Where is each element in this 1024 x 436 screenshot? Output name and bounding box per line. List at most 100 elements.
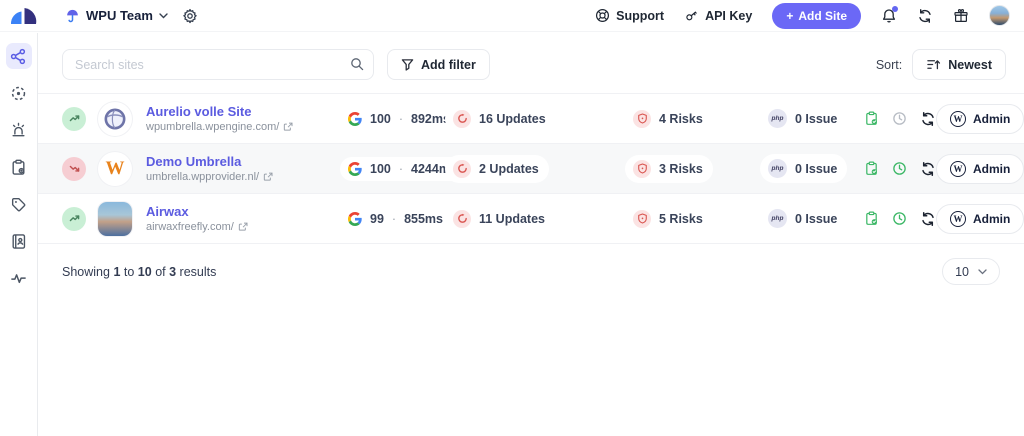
backup-clipboard-icon[interactable] — [864, 211, 879, 226]
row-actions — [864, 111, 936, 127]
sidebar-item-activity[interactable] — [6, 265, 32, 291]
lighthouse-score: 99 — [370, 211, 384, 226]
wp-admin-button[interactable]: W Admin — [936, 153, 1024, 184]
sidebar-item-sites[interactable] — [5, 43, 32, 69]
sync-site-icon[interactable] — [920, 211, 936, 227]
php-pill[interactable]: php 0 Issue — [760, 204, 848, 233]
notifications-bell-icon[interactable] — [881, 5, 898, 24]
sidebar-nav — [0, 33, 38, 436]
php-pill[interactable]: php 0 Issue — [760, 154, 848, 183]
updates-count: 2 Updates — [479, 161, 539, 176]
php-issues-count: 0 Issue — [795, 161, 838, 176]
site-url-link[interactable]: airwaxfreefly.com/ — [146, 221, 340, 233]
response-time: 892ms — [411, 111, 450, 126]
table-footer: Showing 1 to 10 of 3 results 10 — [38, 244, 1024, 285]
api-key-link[interactable]: API Key — [684, 8, 752, 23]
app-logo-icon[interactable] — [10, 7, 37, 25]
sync-site-icon[interactable] — [920, 111, 936, 127]
address-book-icon — [12, 233, 26, 249]
table-row[interactable]: Aurelio volle Site wpumbrella.wpengine.c… — [38, 94, 1024, 144]
site-name-link[interactable]: Airwax — [146, 204, 189, 219]
updates-icon — [453, 209, 471, 228]
team-name: WPU Team — [86, 8, 153, 23]
page-size-select[interactable]: 10 — [942, 258, 1000, 285]
sidebar-item-tags[interactable] — [6, 191, 32, 217]
chevron-down-icon — [159, 12, 168, 18]
sort-label: Sort: — [875, 57, 903, 72]
team-settings-gear-icon[interactable] — [182, 8, 198, 24]
clipboard-gear-icon — [12, 159, 25, 175]
php-icon: php — [768, 109, 787, 128]
risks-col: 3 Risks — [625, 154, 760, 183]
add-site-label: Add Site — [798, 8, 847, 23]
site-name-link[interactable]: Demo Umbrella — [146, 154, 242, 169]
updates-pill[interactable]: 2 Updates — [445, 154, 549, 183]
row-actions — [864, 161, 936, 177]
risks-pill[interactable]: 4 Risks — [625, 104, 713, 133]
php-pill[interactable]: php 0 Issue — [760, 104, 848, 133]
globe-icon — [104, 108, 126, 129]
wordpress-icon: W — [950, 110, 966, 127]
backup-clipboard-icon[interactable] — [864, 111, 879, 126]
sync-site-icon[interactable] — [920, 161, 936, 177]
refresh-icon[interactable] — [917, 8, 933, 24]
team-switcher[interactable]: WPU Team — [65, 8, 168, 24]
site-url-link[interactable]: wpumbrella.wpengine.com/ — [146, 121, 340, 133]
php-col: php 0 Issue — [760, 204, 855, 233]
umbrella-icon — [67, 9, 78, 22]
updates-pill[interactable]: 11 Updates — [445, 204, 556, 233]
results-summary: Showing 1 to 10 of 3 results — [62, 264, 217, 279]
risk-shield-icon — [633, 159, 651, 178]
sort-button[interactable]: Newest — [912, 49, 1006, 80]
site-url-text: airwaxfreefly.com/ — [146, 221, 234, 233]
risks-pill[interactable]: 3 Risks — [625, 154, 713, 183]
search-icon[interactable] — [350, 57, 364, 71]
sidebar-item-alerts[interactable] — [6, 117, 32, 143]
sort-newest-icon — [927, 60, 941, 70]
uptime-trend-up-icon — [62, 206, 86, 231]
siren-icon — [12, 122, 25, 136]
sort-value: Newest — [948, 57, 992, 72]
wp-admin-button[interactable]: W Admin — [936, 203, 1024, 234]
php-icon: php — [768, 159, 787, 178]
search-input[interactable] — [62, 49, 374, 80]
user-avatar[interactable] — [989, 5, 1010, 26]
admin-label: Admin — [973, 161, 1011, 176]
wordpress-icon: W — [950, 160, 966, 177]
sidebar-item-contacts[interactable] — [6, 228, 32, 254]
risk-shield-icon — [633, 109, 651, 128]
updates-count: 11 Updates — [479, 211, 546, 226]
wp-admin-button[interactable]: W Admin — [936, 103, 1024, 134]
risks-count: 3 Risks — [659, 161, 703, 176]
lighthouse-col: 99 · 855ms — [340, 206, 454, 231]
key-icon — [686, 11, 697, 21]
history-clock-icon[interactable] — [892, 111, 907, 126]
lighthouse-col: 100 · 4244ms — [340, 156, 467, 181]
api-key-label: API Key — [705, 8, 753, 23]
add-site-button[interactable]: + Add Site — [772, 2, 861, 29]
total-number: 3 — [169, 264, 177, 279]
lighthouse-pill[interactable]: 100 · 892ms — [340, 106, 460, 131]
sidebar-item-uptime-monitor[interactable] — [6, 80, 32, 106]
wordpress-icon: W — [950, 210, 966, 227]
risks-pill[interactable]: 5 Risks — [625, 204, 713, 233]
support-link[interactable]: Support — [595, 8, 664, 23]
site-name-link[interactable]: Aurelio volle Site — [146, 104, 252, 119]
lighthouse-pill[interactable]: 99 · 855ms — [340, 206, 454, 231]
backup-clipboard-icon[interactable] — [864, 161, 879, 176]
lighthouse-pill[interactable]: 100 · 4244ms — [340, 156, 467, 181]
history-clock-icon[interactable] — [892, 211, 907, 226]
add-filter-button[interactable]: Add filter — [387, 49, 490, 80]
google-lighthouse-icon — [348, 211, 362, 226]
gift-icon[interactable] — [953, 8, 969, 24]
row-actions — [864, 211, 936, 227]
tag-icon — [11, 197, 26, 211]
table-row[interactable]: Airwax airwaxfreefly.com/ — [38, 194, 1024, 244]
updates-pill[interactable]: 16 Updates — [445, 104, 556, 133]
site-url-link[interactable]: umbrella.wpprovider.nl/ — [146, 171, 340, 183]
table-row[interactable]: W Demo Umbrella umbrella.wpprovider.nl/ — [38, 144, 1024, 194]
sidebar-item-reports[interactable] — [6, 154, 32, 180]
history-clock-icon[interactable] — [892, 161, 907, 176]
funnel-icon — [401, 59, 414, 71]
risk-shield-icon — [633, 209, 651, 228]
